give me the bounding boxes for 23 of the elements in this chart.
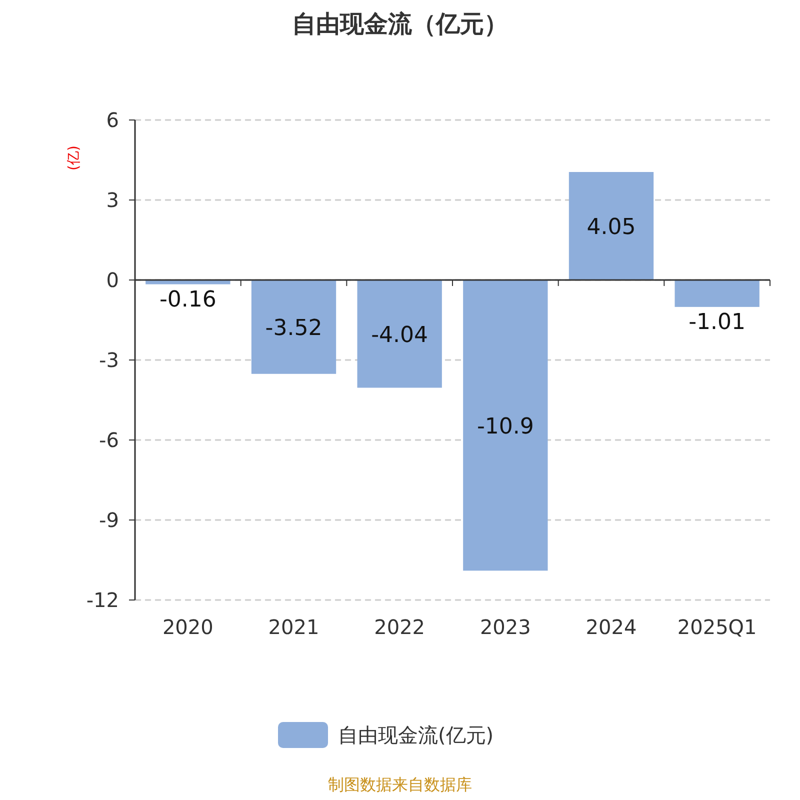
y-tick-label: -12 [86,588,119,612]
data-label: -10.9 [476,414,534,440]
y-tick-label: -3 [99,348,119,372]
legend-label: 自由现金流(亿元) [338,723,494,747]
y-tick-label: -6 [99,428,119,452]
y-axis-title: (亿) [66,146,82,170]
x-tick-label: 2023 [480,615,531,639]
y-tick-label: 0 [106,268,119,292]
data-label: -0.16 [159,287,216,312]
data-label: -1.01 [688,310,746,335]
data-label: -4.04 [371,322,428,348]
y-tick-label: 3 [106,188,119,212]
x-tick-label: 2020 [162,615,214,639]
x-tick-label: 2025Q1 [677,615,757,639]
x-tick-label: 2024 [586,615,637,639]
text: 制图数据来自数据库 [328,775,472,794]
y-tick-label: -9 [99,508,119,532]
x-tick-label: 2021 [268,615,320,639]
data-label: -3.52 [265,316,322,341]
x-tick-label: 2022 [374,615,426,639]
data-label: 4.05 [586,215,636,240]
y-tick-label: 6 [106,108,119,132]
chart-title: 自由现金流（亿元） [292,10,508,38]
